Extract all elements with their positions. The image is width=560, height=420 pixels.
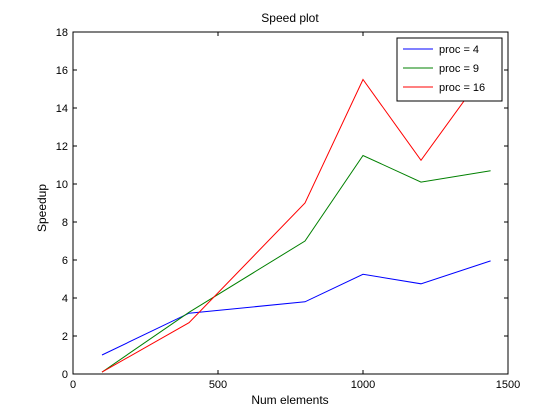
y-tick-label: 12 (56, 141, 68, 153)
y-tick-label: 8 (62, 217, 68, 229)
x-tick-label: 1500 (496, 379, 520, 391)
y-tick-label: 10 (56, 179, 68, 191)
legend: proc = 4 proc = 9 proc = 16 (396, 37, 503, 102)
axis-ticks: 0 500 1000 1500 0 2 4 6 8 10 12 14 16 18 (56, 27, 520, 391)
legend-label: proc = 9 (439, 63, 479, 75)
series-lines (101, 64, 492, 373)
y-tick-label: 2 (62, 331, 68, 343)
y-tick-label: 18 (56, 27, 68, 39)
y-tick-label: 6 (62, 255, 68, 267)
series-line-proc-16 (101, 64, 492, 373)
y-tick-label: 4 (62, 293, 68, 305)
legend-label: proc = 4 (439, 44, 479, 56)
chart-title: Speed plot (261, 11, 319, 25)
x-axis-label: Num elements (251, 393, 328, 407)
legend-label: proc = 16 (439, 82, 485, 94)
series-line-proc-4 (101, 260, 491, 356)
x-tick-label: 500 (209, 379, 227, 391)
x-tick-label: 1000 (351, 379, 375, 391)
y-tick-label: 14 (56, 103, 68, 115)
y-tick-label: 0 (62, 369, 68, 381)
y-axis-label: Speedup (35, 184, 49, 232)
series-line-proc-9 (101, 154, 491, 373)
x-tick-label: 0 (70, 379, 76, 391)
y-tick-label: 16 (56, 65, 68, 77)
